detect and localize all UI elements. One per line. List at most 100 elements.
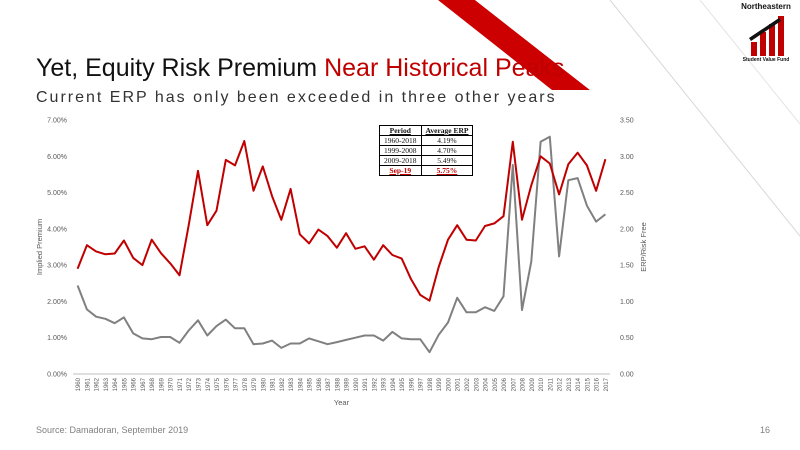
fund-logo: Northeastern Student Value Fund [736,2,796,64]
title-accent: Near Historical Peaks [324,54,565,82]
x-tick-label: 1966 [132,377,138,391]
title-main: Yet, Equity Risk Premium [36,54,318,82]
x-tick-label: 1961 [85,377,91,391]
y-tick-label: 7.00% [47,118,67,125]
x-tick-label: 1970 [169,377,175,391]
x-tick-label: 1974 [206,377,212,391]
table-header-cell: Period [379,125,422,136]
x-tick-label: 1992 [372,377,378,391]
y-tick-label: 2.00% [47,299,67,306]
x-tick-label: 1976 [224,377,230,391]
y-tick-label: 3.00% [47,263,67,270]
source-note: Source: Damadoran, September 2019 [36,425,189,435]
logo-bars-icon [749,16,784,56]
x-tick-label: 1964 [113,377,119,391]
x-tick-label: 1997 [419,377,425,391]
x-tick-label: 1989 [345,377,351,391]
x-tick-label: 1972 [187,377,193,391]
x-tick-label: 1994 [391,377,397,391]
x-tick-label: 2013 [567,377,573,391]
x-tick-label: 1988 [335,377,341,391]
x-tick-label: 2006 [502,377,508,391]
slide-title: Yet, Equity Risk Premium Near Historical… [36,54,564,83]
y-tick-label: 0.00% [47,372,67,379]
series-line-implied-premium [76,140,607,302]
y2-tick-label: 3.00 [620,154,634,161]
x-tick-label: 1995 [400,377,406,391]
x-tick-label: 2014 [576,377,582,391]
table-cell: 5.75% [420,165,474,176]
table-cell: 1999-2008 [379,145,422,156]
x-tick-label: 1986 [317,377,323,391]
x-tick-label: 1998 [428,377,434,391]
x-tick-label: 1973 [196,377,202,391]
table-cell: 5.49% [420,155,474,166]
x-tick-label: 2012 [558,377,564,391]
y2-tick-label: 0.00 [620,372,634,379]
x-tick-label: 1991 [363,377,369,391]
series-line-erp-risk-free [76,135,607,354]
x-tick-label: 1968 [150,377,156,391]
y2-tick-label: 2.50 [620,190,634,197]
y-tick-label: 5.00% [47,190,67,197]
x-tick-label: 2002 [465,377,471,391]
x-tick-label: 1990 [354,377,360,391]
y-tick-label: 6.00% [47,154,67,161]
x-tick-label: 1975 [215,377,221,391]
table-row: 1999-2008 4.70% [379,145,474,156]
x-tick-label: 1980 [261,377,267,391]
x-tick-label: 1983 [289,377,295,391]
x-tick-label: 2016 [595,377,601,391]
y-tick-label: 4.00% [47,226,67,233]
x-tick-label: 1987 [326,377,332,391]
table-cell: 1960-2018 [379,135,422,146]
y2-tick-label: 3.50 [620,118,634,125]
table-cell: 4.19% [420,135,474,146]
x-tick-label: 1979 [252,377,258,391]
x-tick-label: 1971 [178,377,184,391]
page-number: 16 [760,425,771,435]
x-tick-label: 1996 [409,377,415,391]
y-axis-title: Implied Premium [35,219,44,275]
erp-summary-table: Period Average ERP 1960-2018 4.19% 1999-… [379,125,474,176]
table-cell: Sep-19 [379,165,422,176]
x-tick-label: 2017 [604,377,610,391]
y2-axis-title: ERP/Risk Free [639,222,648,272]
logo-subtitle: Student Value Fund [742,57,790,63]
x-tick-label: 1981 [271,377,277,391]
table-row-current: Sep-19 5.75% [379,165,474,176]
x-tick-label: 2004 [484,377,490,391]
y2-tick-label: 1.50 [620,263,634,270]
x-tick-label: 2008 [521,377,527,391]
x-tick-label: 2011 [548,377,554,391]
x-tick-label: 1963 [104,377,110,391]
x-tick-label: 1967 [141,377,147,391]
x-tick-label: 1982 [280,377,286,391]
x-tick-label: 2015 [585,377,591,391]
table-header-cell: Average ERP [420,125,474,136]
table-cell: 4.70% [420,145,474,156]
table-row: 2009-2018 5.49% [379,155,474,166]
logo-name: Northeastern [741,2,791,11]
x-tick-label: 1984 [298,377,304,391]
slide-subtitle: Current ERP has only been exceeded in th… [36,89,557,106]
x-tick-label: 2000 [446,377,452,391]
x-tick-label: 1965 [122,377,128,391]
x-tick-label: 2009 [530,377,536,391]
table-header-row: Period Average ERP [379,125,474,136]
x-tick-label: 1978 [243,377,249,391]
y2-tick-label: 2.00 [620,226,634,233]
y2-tick-label: 1.00 [620,299,634,306]
x-tick-label: 1985 [308,377,314,391]
x-tick-label: 2010 [539,377,545,391]
x-axis-title: Year [334,398,350,407]
y2-tick-label: 0.50 [620,335,634,342]
table-row: 1960-2018 4.19% [379,135,474,146]
x-tick-label: 2003 [474,377,480,391]
x-tick-label: 2005 [493,377,499,391]
x-tick-label: 1993 [382,377,388,391]
x-tick-label: 1969 [159,377,165,391]
x-tick-label: 2001 [456,377,462,391]
x-tick-label: 1962 [95,377,101,391]
